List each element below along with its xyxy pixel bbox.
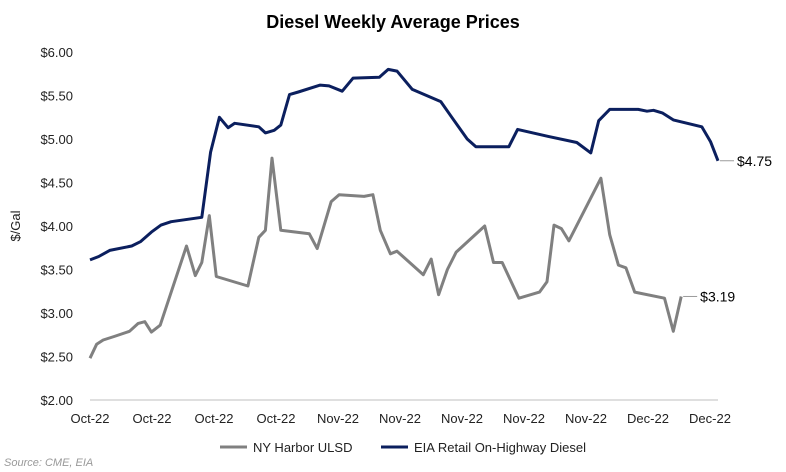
y-tick-label: $4.50 — [40, 176, 73, 191]
end-label: $4.75 — [737, 153, 772, 169]
y-tick-label: $4.00 — [40, 219, 73, 234]
series-layer — [88, 67, 720, 359]
x-tick-label: Oct-22 — [256, 411, 295, 426]
y-axis-ticks: $2.00 $2.50 $3.00 $3.50 $4.00 $4.50 $5.00 $5.50… — [40, 45, 73, 408]
y-tick-label: $2.00 — [40, 393, 73, 408]
end-label: $3.19 — [700, 288, 735, 304]
x-tick-label: Oct-22 — [70, 411, 109, 426]
x-tick-label: Nov-22 — [379, 411, 421, 426]
legend-label-eia-retail: EIA Retail On-Highway Diesel — [414, 440, 586, 455]
x-tick-label: Nov-22 — [565, 411, 607, 426]
x-tick-label: Oct-22 — [132, 411, 171, 426]
series-line-eia-retail-diesel — [89, 67, 720, 262]
y-tick-label: $2.50 — [40, 350, 73, 365]
y-tick-label: $5.50 — [40, 89, 73, 104]
x-axis-ticks: Oct-22 Oct-22 Oct-22 Oct-22 Nov-22 Nov-22 Nov-… — [70, 411, 730, 426]
legend: NY Harbor ULSD EIA Retail On-Highway Die… — [220, 440, 586, 455]
x-tick-label: Oct-22 — [194, 411, 233, 426]
series-line-ny-harbor-ulsd — [88, 156, 683, 359]
y-tick-label: $5.00 — [40, 132, 73, 147]
end-labels: $3.19 $4.75 — [683, 153, 772, 304]
y-axis-label: $/Gal — [8, 210, 23, 241]
legend-label-ny-harbor: NY Harbor ULSD — [253, 440, 352, 455]
x-tick-label: Nov-22 — [503, 411, 545, 426]
x-tick-label: Nov-22 — [317, 411, 359, 426]
source-note: Source: CME, EIA — [4, 457, 93, 469]
x-tick-label: Dec-22 — [627, 411, 669, 426]
y-tick-label: $6.00 — [40, 45, 73, 60]
x-tick-label: Nov-22 — [441, 411, 483, 426]
y-tick-label: $3.50 — [40, 263, 73, 278]
chart-title: Diesel Weekly Average Prices — [266, 12, 520, 32]
x-tick-label: Dec-22 — [689, 411, 731, 426]
y-tick-label: $3.00 — [40, 306, 73, 321]
